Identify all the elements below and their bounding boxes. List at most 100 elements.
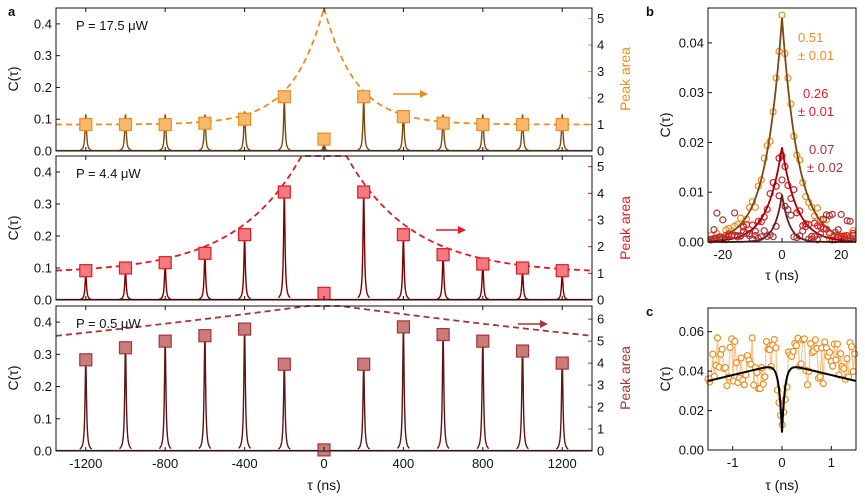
data-point [778, 176, 786, 184]
correlation-peak [158, 341, 172, 450]
data-point [732, 359, 741, 367]
data-point [769, 233, 777, 241]
peak-area-marker [396, 228, 411, 242]
y2-tick-label: 3 [597, 64, 604, 79]
y-tick-label: 0.1 [34, 261, 52, 276]
arrow-head [540, 320, 548, 328]
data-point [800, 335, 808, 343]
peak-area-marker [277, 90, 291, 104]
panel-b-frame [707, 7, 857, 243]
data-point [834, 226, 842, 234]
peak-area-marker [198, 246, 212, 260]
tau-axis-label-a: τ (ns) [307, 477, 341, 493]
correlation-peak [556, 274, 569, 301]
data-point [737, 354, 745, 362]
data-point [710, 226, 718, 234]
y-tick-label: 0.4 [34, 165, 52, 180]
y-tick-label: 0.2 [34, 379, 52, 394]
data-point [721, 363, 729, 372]
data-point [821, 338, 829, 346]
correlation-peak [79, 360, 93, 450]
data-point [813, 236, 822, 244]
x-tick-label: -400 [232, 456, 258, 471]
x-tick-label: 20 [834, 247, 848, 262]
y2-tick-label: 1 [597, 266, 604, 281]
power-label-top: P = 17.5 μW [76, 18, 149, 33]
x-tick-label: 400 [393, 456, 415, 471]
peak-area-marker [357, 185, 371, 199]
peak-area-marker [436, 248, 450, 262]
peak-area-marker [277, 185, 291, 199]
peak-area-marker [317, 132, 331, 146]
data-point [778, 11, 786, 19]
correlation-peak [119, 114, 132, 151]
data-point [843, 217, 851, 225]
x-tick-label: 0 [320, 456, 327, 471]
y2-tick-label: 2 [597, 91, 604, 106]
panel-b-marks: 0.00 0.01 0.02 0.03 0.04 -20 0 20 [679, 11, 857, 262]
peak-area-marker [476, 334, 490, 348]
panel-a-middle-frame [55, 155, 593, 301]
data-point [750, 381, 758, 389]
y2-tick-label: 5 [597, 11, 604, 26]
data-point [802, 223, 810, 231]
correlation-peak [79, 114, 92, 151]
y-tick-label: 0.01 [679, 185, 704, 200]
y-tick-label: 0.06 [679, 324, 704, 339]
data-point [762, 337, 771, 346]
panel-b: 0.00 0.01 0.02 0.03 0.04 -20 0 20 C(τ) τ (ns) 0… [657, 7, 857, 283]
panel-label-b: b [646, 4, 654, 19]
peak-area-marker [555, 117, 569, 132]
correlation-peak [159, 264, 172, 300]
correlation-peak [238, 111, 251, 151]
data-point [803, 381, 812, 389]
data-point [733, 231, 742, 240]
data-point [739, 223, 748, 231]
y2-tick-label: 2 [597, 400, 604, 415]
peak-area-marker [436, 116, 450, 130]
x-tick-label: 1 [828, 455, 835, 470]
x-tick-label: 0 [778, 455, 785, 470]
x-tick-label: -1 [727, 455, 739, 470]
y2-tick-label: 5 [597, 334, 604, 349]
data-point [760, 227, 768, 235]
data-point [723, 382, 731, 390]
correlation-peak [436, 114, 450, 151]
peak-area-marker [237, 112, 252, 126]
data-point [713, 334, 722, 342]
data-point [747, 360, 755, 368]
peak-area-marker [79, 264, 93, 278]
arrow-head [420, 90, 428, 98]
peak-area-marker [198, 329, 212, 343]
panel-label-a: a [8, 4, 16, 19]
peak-area-marker [118, 117, 133, 132]
peak-area-marker [277, 357, 291, 371]
data-point [718, 345, 726, 353]
peak-area-marker [158, 334, 172, 348]
correlation-peak [476, 341, 490, 450]
tau-axis-label-c: τ (ns) [765, 477, 799, 493]
data-point [726, 343, 734, 352]
panel-a-bottom: 0.0 0.1 0.2 0.3 0.4 0 1 2 3 4 5 6 -1200 -800 -400 0 400 8… [5, 305, 633, 493]
data-point [811, 336, 819, 344]
peak-area-marker [476, 257, 490, 271]
correlation-peak [357, 194, 371, 299]
g2-error-3: ± 0.02 [807, 160, 843, 175]
data-point [772, 182, 780, 190]
correlation-peak [119, 271, 132, 301]
peak-area-marker [357, 90, 371, 104]
y-tick-label: 0.0 [34, 444, 52, 459]
y-tick-label: 0.2 [34, 229, 52, 244]
peak-area-marker [555, 264, 569, 278]
y-tick-label: 0.3 [34, 197, 52, 212]
data-point [784, 181, 792, 190]
y2-tick-label: 4 [597, 38, 604, 53]
y-tick-label: 0.00 [679, 235, 704, 250]
data-point [709, 350, 717, 358]
x-tick-label: 1200 [548, 456, 577, 471]
correlation-peak [278, 100, 291, 151]
data-point [837, 350, 845, 358]
y2-tick-label: 0 [597, 444, 604, 459]
correlation-peak [198, 114, 212, 151]
